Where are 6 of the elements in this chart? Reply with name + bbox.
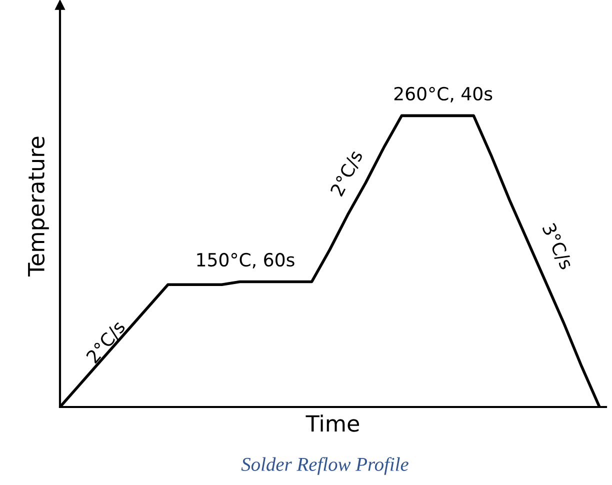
annotation: 3°C/s xyxy=(540,222,574,271)
text: 260°C, 40s xyxy=(394,86,492,102)
text: Solder Reflow Profile xyxy=(241,457,408,475)
x-axis-title: Time xyxy=(306,414,360,432)
y-axis-title: Temperature xyxy=(28,136,49,276)
annotation: 150°C, 60s xyxy=(197,252,294,268)
